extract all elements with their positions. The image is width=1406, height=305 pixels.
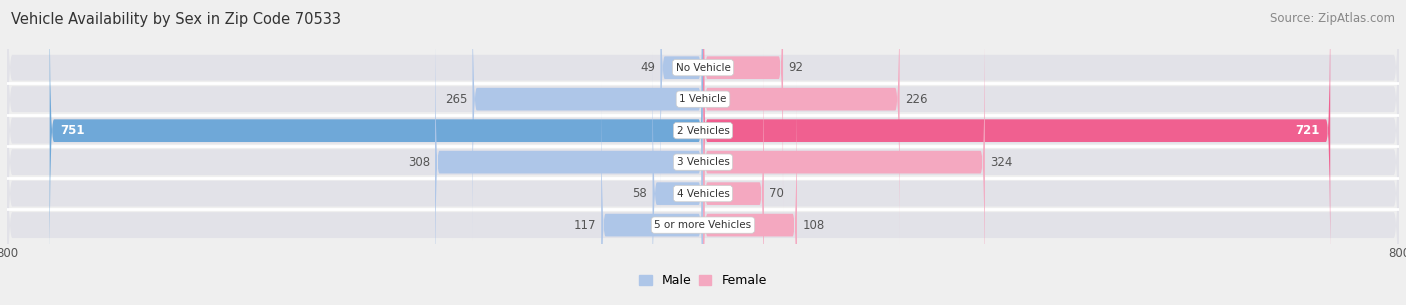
FancyBboxPatch shape — [703, 16, 984, 305]
FancyBboxPatch shape — [7, 0, 1399, 305]
Text: 751: 751 — [60, 124, 84, 137]
FancyBboxPatch shape — [7, 0, 1399, 244]
FancyBboxPatch shape — [703, 0, 900, 245]
Text: 2 Vehicles: 2 Vehicles — [676, 126, 730, 136]
FancyBboxPatch shape — [661, 0, 703, 214]
FancyBboxPatch shape — [7, 0, 1399, 275]
Legend: Male, Female: Male, Female — [634, 269, 772, 292]
FancyBboxPatch shape — [434, 16, 703, 305]
Text: 324: 324 — [990, 156, 1012, 169]
Text: 108: 108 — [803, 219, 824, 231]
FancyBboxPatch shape — [703, 48, 763, 305]
FancyBboxPatch shape — [703, 79, 797, 305]
FancyBboxPatch shape — [602, 79, 703, 305]
Text: 92: 92 — [789, 61, 803, 74]
Text: 70: 70 — [769, 187, 785, 200]
FancyBboxPatch shape — [703, 0, 1330, 277]
Text: 4 Vehicles: 4 Vehicles — [676, 188, 730, 199]
Text: 58: 58 — [633, 187, 647, 200]
Text: 3 Vehicles: 3 Vehicles — [676, 157, 730, 167]
FancyBboxPatch shape — [703, 0, 783, 214]
Text: 265: 265 — [444, 93, 467, 106]
FancyBboxPatch shape — [7, 18, 1399, 305]
FancyBboxPatch shape — [7, 0, 1399, 305]
Text: 721: 721 — [1295, 124, 1320, 137]
FancyBboxPatch shape — [49, 0, 703, 277]
Text: Vehicle Availability by Sex in Zip Code 70533: Vehicle Availability by Sex in Zip Code … — [11, 12, 342, 27]
Text: 49: 49 — [640, 61, 655, 74]
Text: 308: 308 — [408, 156, 430, 169]
Text: No Vehicle: No Vehicle — [675, 63, 731, 73]
Text: 117: 117 — [574, 219, 596, 231]
Text: 226: 226 — [905, 93, 928, 106]
FancyBboxPatch shape — [652, 48, 703, 305]
FancyBboxPatch shape — [7, 49, 1399, 305]
Text: Source: ZipAtlas.com: Source: ZipAtlas.com — [1270, 12, 1395, 25]
Text: 1 Vehicle: 1 Vehicle — [679, 94, 727, 104]
FancyBboxPatch shape — [472, 0, 703, 245]
Text: 5 or more Vehicles: 5 or more Vehicles — [654, 220, 752, 230]
